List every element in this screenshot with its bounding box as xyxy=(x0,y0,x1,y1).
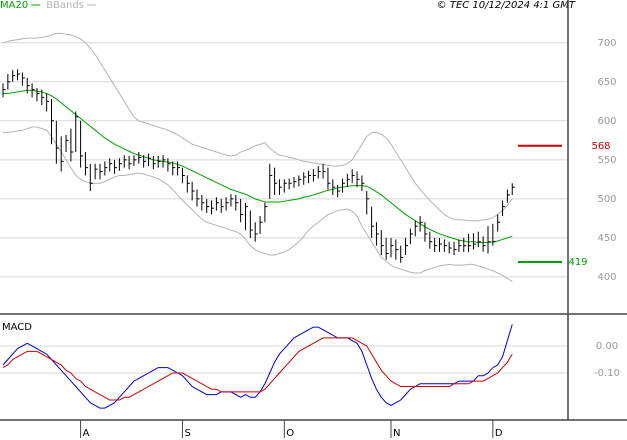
x-tick-label: A xyxy=(83,428,90,439)
x-tick-label: D xyxy=(495,428,503,439)
x-tick-label: O xyxy=(286,428,294,439)
band-upper xyxy=(2,32,513,222)
y-tick-label: 550 xyxy=(597,155,616,166)
y-tick-label: 600 xyxy=(597,116,616,127)
y-tick-label: 500 xyxy=(597,194,616,205)
level-label: 568 xyxy=(591,141,610,152)
x-tick-label: N xyxy=(393,428,400,439)
legend-label: BBands xyxy=(46,0,84,11)
level-label: 419 xyxy=(568,257,587,268)
source: © TEC 10/12/2024 4:1 GMT xyxy=(437,0,576,11)
x-tick-label: S xyxy=(184,428,190,439)
ma-line xyxy=(3,89,513,244)
band-lower xyxy=(3,126,513,282)
y-tick-label: 450 xyxy=(597,233,616,244)
legend-label: MA20 xyxy=(0,0,28,11)
y-tick-label: 650 xyxy=(597,77,616,88)
macd-title: MACD xyxy=(2,322,32,333)
y-tick-label: 700 xyxy=(597,38,616,49)
y-tick-label: -0.10 xyxy=(594,368,620,379)
macd-line xyxy=(2,337,513,401)
y-tick-label: 0.00 xyxy=(596,341,618,352)
y-tick-label: 400 xyxy=(597,272,616,283)
macd-line xyxy=(2,324,513,409)
